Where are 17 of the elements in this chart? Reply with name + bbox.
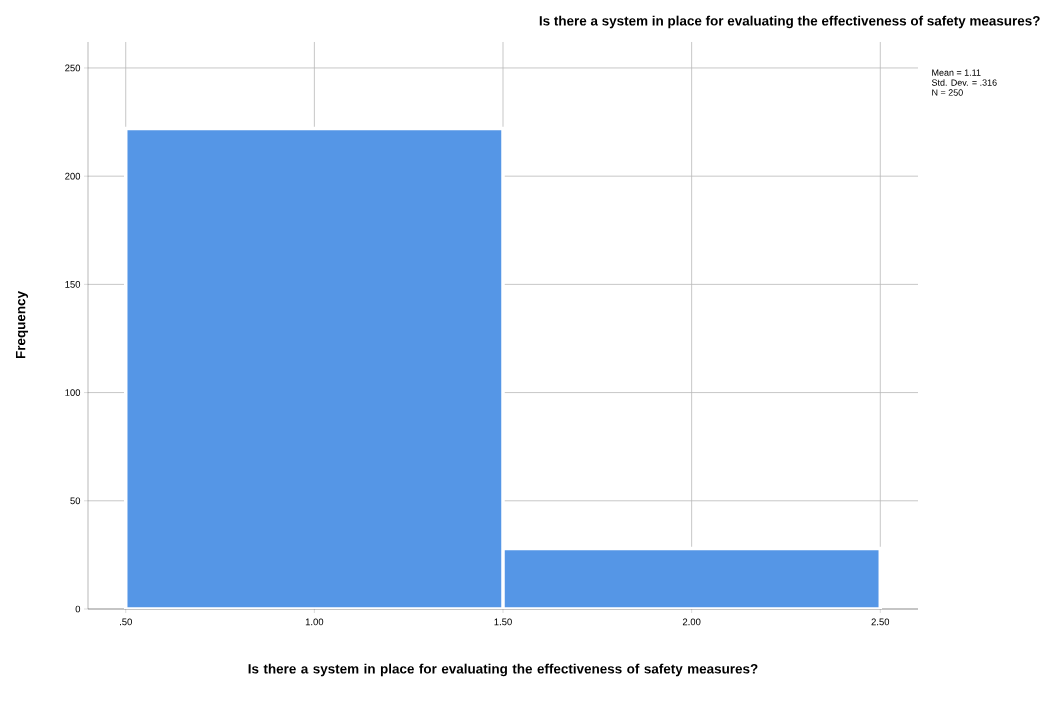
y-tick-label: 250 (65, 64, 81, 72)
y-tick-label: 100 (65, 389, 81, 396)
x-tick-label: 1.00 (305, 618, 324, 626)
y-tick-label: 150 (65, 281, 81, 288)
text: Mean = 1.11 (932, 69, 981, 76)
text: N = 250 (932, 89, 963, 96)
chart-title: Is there a system in place for evaluating the effectiveness of safety measures? (539, 15, 1040, 29)
x-tick-label: .50 (120, 618, 132, 626)
y-tick-label: 200 (65, 172, 81, 180)
y-tick-label: 50 (70, 497, 81, 505)
y-axis-title: Frequency (15, 291, 29, 359)
x-tick-label: 2.00 (682, 618, 701, 626)
x-axis-title: Is there a system in place for evaluating the effectiveness of safety measures? (248, 663, 758, 677)
x-tick-label: 1.50 (494, 618, 512, 626)
x-tick-label: 2.50 (871, 618, 890, 626)
y-tick-label: 0 (75, 605, 81, 613)
text: Std. Dev. = .316 (931, 79, 997, 86)
